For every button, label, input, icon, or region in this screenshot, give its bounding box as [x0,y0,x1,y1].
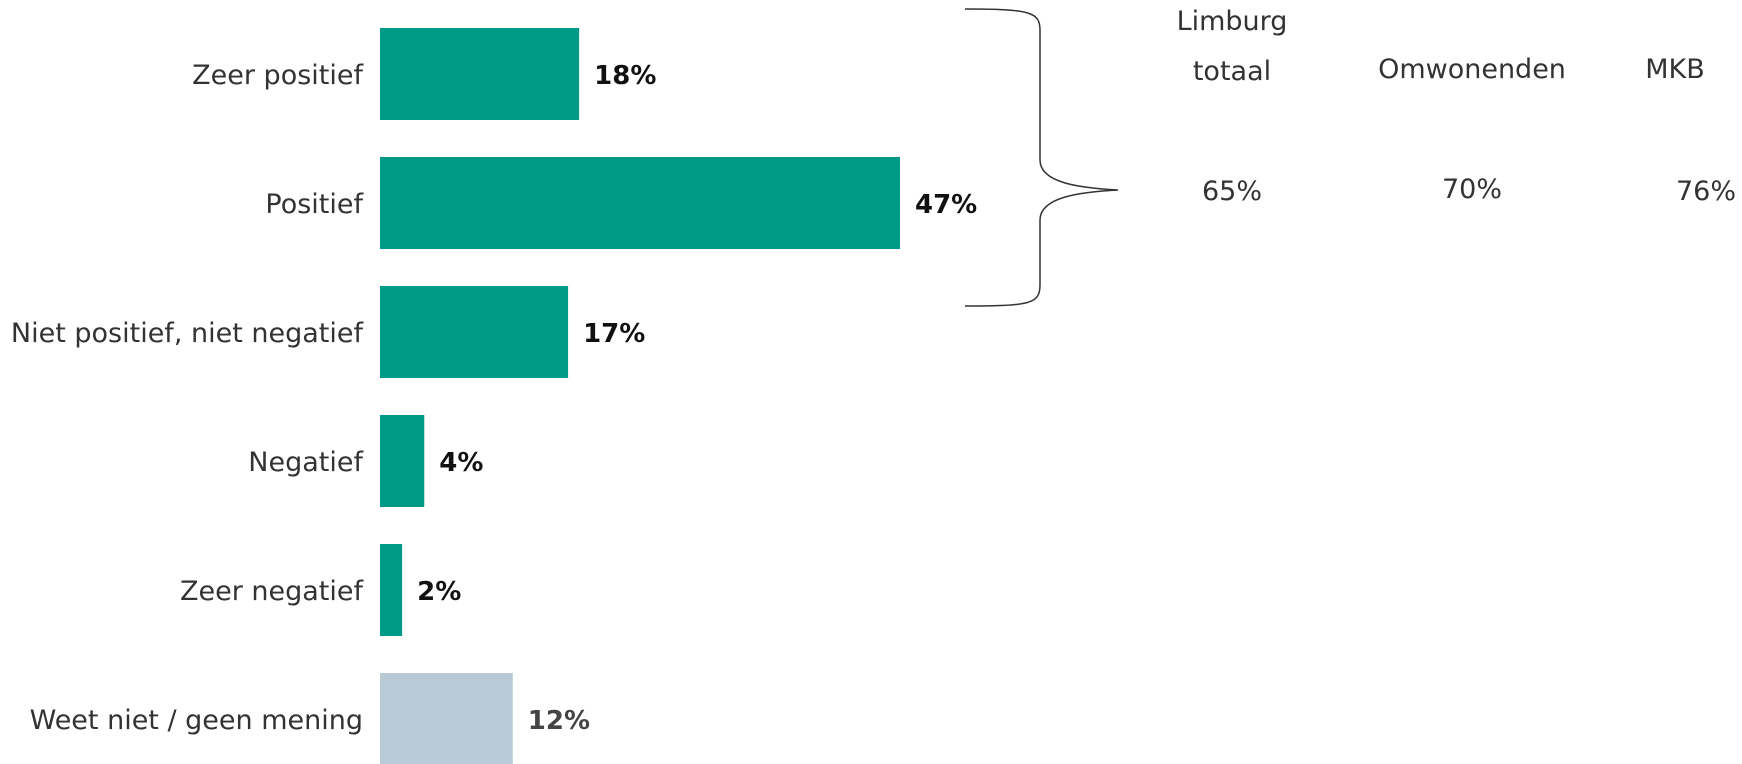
col-header-omwonenden: Omwonenden [1378,54,1566,85]
col-header-mkb: MKB [1645,54,1705,85]
value-limburg: 65% [1202,176,1262,207]
bar-zeer-negatief [380,544,403,636]
bar-niet-positief-niet-negatief [380,286,569,378]
bar-zeer-positief [380,28,580,120]
bar-positief [380,157,900,249]
summary-bracket [964,8,1119,307]
summary-table: Limburg totaal Omwonenden MKB 65% 70% 76… [1177,6,1736,207]
value-label-zeer-negatief: 2% [417,577,461,607]
value-omwonenden: 70% [1442,174,1502,205]
bar-negatief [380,415,425,507]
category-label-zeer-negatief: Zeer negatief [180,576,365,607]
category-labels-group: Zeer positief Positief Niet positief, niet… [11,60,365,736]
value-labels-group: 18% 47% 17% 4% 2% 12% [417,61,977,736]
value-label-zeer-positief: 18% [594,61,656,91]
category-label-weet-niet-geen-mening: Weet niet / geen mening [30,705,363,736]
value-label-negatief: 4% [439,448,483,478]
value-label-weet-niet-geen-mening: 12% [528,706,590,736]
value-label-niet-positief-niet-negatief: 17% [583,319,645,349]
value-mkb: 76% [1676,176,1736,207]
category-label-niet-positief-niet-negatief: Niet positief, niet negatief [11,318,365,349]
col-header-limburg-line1: Limburg [1177,6,1288,37]
value-label-positief: 47% [915,190,977,220]
category-label-positief: Positief [265,189,364,220]
bars-group [380,28,900,764]
category-label-negatief: Negatief [248,447,364,478]
category-label-zeer-positief: Zeer positief [192,60,364,91]
col-header-limburg-line2: totaal [1193,56,1271,87]
bar-weet-niet-geen-mening [380,673,513,764]
